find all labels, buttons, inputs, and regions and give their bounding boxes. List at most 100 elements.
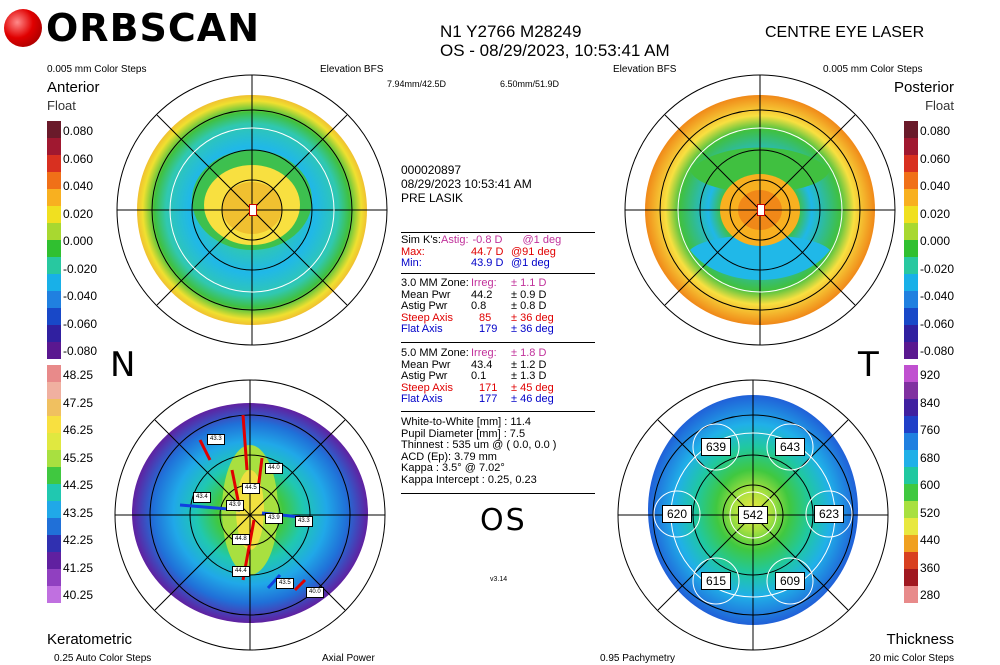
legend-swatch — [904, 172, 918, 189]
legend-label: 42.25 — [63, 533, 94, 547]
legend-swatch — [904, 257, 918, 274]
legend-swatch — [47, 552, 61, 569]
kerato-value-label: 43.3 — [207, 434, 225, 445]
legend-swatch — [904, 569, 918, 586]
divider — [401, 273, 595, 274]
thickness-title: Thickness — [886, 631, 954, 648]
kerato-value-label: 44.8 — [232, 534, 250, 545]
legend-label: 0.020 — [920, 206, 951, 221]
legend-label: 0.080 — [920, 124, 951, 138]
legend-label: 0.020 — [63, 206, 94, 221]
legend-swatch — [904, 450, 918, 467]
nasal-label: N — [110, 345, 136, 385]
legend-swatch — [904, 501, 918, 518]
legend-swatch — [904, 433, 918, 450]
legend-swatch — [47, 501, 61, 518]
legend-swatch — [47, 433, 61, 450]
legend-swatch — [904, 382, 918, 399]
legend-swatch — [47, 308, 61, 325]
legend-label: 760 — [920, 423, 941, 437]
divider — [401, 411, 595, 412]
legend-swatch — [47, 138, 61, 155]
kerato-value-label: 43.3 — [295, 516, 313, 527]
legend-swatch — [904, 484, 918, 501]
orbscan-logo: ORBSCAN — [4, 4, 260, 52]
legend-label: 440 — [920, 533, 941, 547]
legend-swatch — [904, 399, 918, 416]
legend-swatch — [47, 416, 61, 433]
anterior-subtitle: Float — [47, 98, 76, 113]
legend-swatch — [904, 552, 918, 569]
legend-swatch — [904, 240, 918, 257]
legend-swatch — [47, 467, 61, 484]
exam-line: OS - 08/29/2023, 10:53:41 AM — [440, 41, 670, 60]
legend-swatch — [904, 138, 918, 155]
legend-swatch — [47, 274, 61, 291]
legend-swatch — [47, 121, 61, 138]
legend-swatch — [904, 308, 918, 325]
legend-swatch — [47, 291, 61, 308]
legend-swatch — [47, 257, 61, 274]
measurements-block: White-to-White [mm] : 11.4 Pupil Diamete… — [401, 416, 557, 486]
keratometric-map[interactable] — [114, 379, 386, 651]
legend-label: 520 — [920, 505, 941, 520]
legend-swatch — [904, 206, 918, 223]
acd: ACD (Ep): 3.79 mm — [401, 450, 497, 463]
legend-swatch — [904, 121, 918, 138]
posterior-center-marker — [757, 204, 765, 216]
legend-label: -0.060 — [920, 316, 955, 331]
temporal-label: T — [858, 345, 879, 385]
thickness-value: 639 — [701, 438, 731, 456]
legend-label: 40.25 — [63, 588, 94, 602]
zone-3mm-block: 3.0 MM Zone: Irreg: ± 1.1 D Mean Pwr 44.2 ± … — [401, 277, 554, 335]
legend-label: -0.040 — [63, 289, 98, 303]
legend-label: -0.020 — [920, 261, 955, 276]
legend-right-elevation-labels: 0.080 0.060 0.040 0.020 0.000 -0.020 -0.040 -0.… — [920, 118, 954, 366]
legend-label: 0.060 — [63, 151, 94, 166]
thickness-value: 643 — [775, 438, 805, 456]
legend-label: -0.040 — [920, 289, 955, 303]
legend-swatch — [47, 240, 61, 257]
posterior-steps: 0.005 mm Color Steps — [823, 64, 923, 75]
posterior-subtitle: Float — [925, 98, 954, 113]
thinnest: Thinnest : 535 um @ ( 0.0, 0.0 ) — [401, 439, 557, 451]
legend-label: -0.080 — [920, 344, 955, 358]
divider — [401, 232, 595, 233]
white-to-white: White-to-White [mm] : 11.4 — [401, 416, 531, 428]
simk-block: Sim K's:Astig: -0.8 D @1 deg Max: 44.7 D @91… — [401, 234, 562, 269]
legend-right-elevation — [904, 121, 918, 359]
legend-swatch — [904, 416, 918, 433]
legend-label: 0.040 — [920, 179, 951, 193]
kerato-value-label: 43.9 — [226, 500, 244, 511]
keratometric-title: Keratometric — [47, 631, 133, 648]
legend-swatch — [47, 206, 61, 223]
kappa-intercept: Kappa Intercept : 0.25, 0.23 — [401, 473, 537, 486]
thickness-value: 542 — [738, 506, 768, 524]
legend-label: 0.000 — [63, 234, 94, 248]
anterior-center-marker — [249, 204, 257, 216]
clinic-name: CENTRE EYE LASER — [765, 24, 925, 41]
thickness-value: 620 — [662, 505, 692, 523]
legend-swatch — [47, 535, 61, 552]
keratometric-steps: 0.25 Auto Color Steps — [54, 653, 152, 664]
legend-swatch — [904, 518, 918, 535]
legend-swatch — [904, 274, 918, 291]
legend-swatch — [904, 189, 918, 206]
legend-swatch — [47, 518, 61, 535]
thickness-value: 615 — [701, 572, 731, 590]
logo-text: ORBSCAN — [46, 6, 260, 50]
legend-label: 280 — [920, 588, 941, 602]
patient-header: N1 Y2766 M28249 OS - 08/29/2023, 10:53:4… — [440, 22, 670, 60]
legend-left-elevation — [47, 121, 61, 359]
legend-swatch — [47, 450, 61, 467]
thickness-value: 609 — [775, 572, 805, 590]
procedure: PRE LASIK — [401, 191, 464, 205]
eye-label: OS — [480, 503, 527, 538]
kerato-value-label: 43.4 — [193, 492, 211, 503]
legend-label: 360 — [920, 560, 941, 575]
legend-label: 47.25 — [63, 395, 94, 410]
legend-right-thickness-labels: 920 840 760 680 600 520 440 360 280 — [920, 362, 940, 610]
legend-swatch — [904, 586, 918, 603]
legend-label: 680 — [920, 450, 941, 465]
legend-label: 43.25 — [63, 505, 94, 520]
